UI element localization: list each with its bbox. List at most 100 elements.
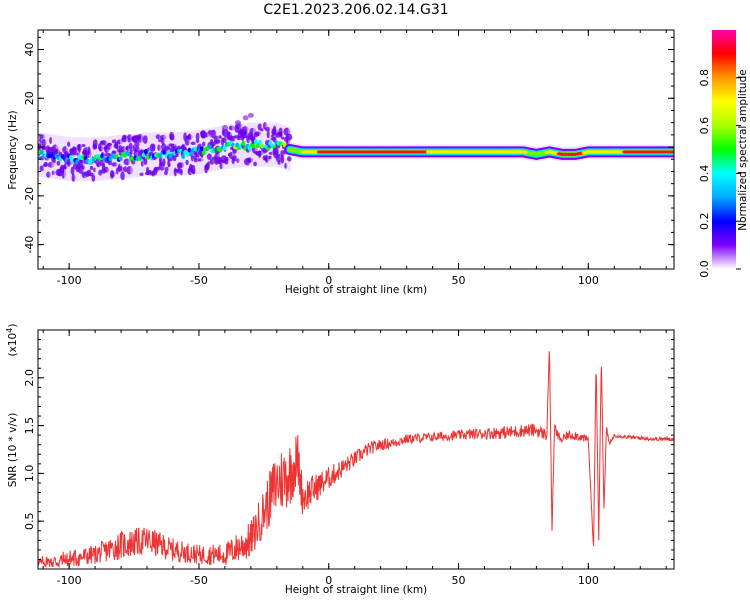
snr-series-line [38,351,674,569]
colorbar-tick-label: 0.8 [698,69,711,87]
spectrogram-trace-point [234,120,241,126]
spectrogram-noise-blob [162,158,166,167]
spectrogram-noise-blob [195,132,200,141]
snr-frame [37,329,675,570]
spectrogram-noise-blob [175,153,179,158]
snr-line-plot [38,351,674,569]
spectrogram-noise-blob [169,133,175,141]
spectrogram-peak-cell [668,150,674,154]
spectrogram-noise-blob [73,147,77,151]
spectrogram-x-tick-label: -100 [57,274,82,287]
snr-y-multiplier: (x104) [5,324,19,357]
spectrogram-noise-blob [143,158,148,165]
spectrogram-noise-blob [280,154,285,164]
spectrogram-noise-blob [58,151,63,156]
colorbar-tick-label: 0.0 [698,260,711,278]
colorbar-gradient [712,30,736,269]
spectrogram-trace-point [221,125,228,131]
spectrogram-noise-blob [43,161,49,167]
spectrogram-panel: -100 -50 0 50 100 -40 -20 0 20 40 Height of strai… [7,29,675,296]
spectrogram-noise-blob [81,143,86,147]
spectrogram-noise-blob [89,165,94,170]
colorbar: 0.0 0.2 0.4 0.6 0.8 Normalized spectral ampl… [698,30,749,278]
spectrogram-noise-blob [253,161,257,167]
spectrogram-peak-cell [522,150,528,154]
spectrogram-noise-blob [285,133,293,141]
spectrogram-noise-blob [190,141,197,146]
spectrogram-halo-cell [273,122,277,167]
snr-x-tick-label: -100 [57,574,82,587]
spectrogram-noise-blob [195,139,200,143]
spectrogram-noise-blob [281,136,285,140]
spectrogram-noise-blob [260,128,264,132]
colorbar-tick-label: 0.6 [698,117,711,135]
snr-y-tick-label: 2.0 [23,369,36,387]
spectrogram-noise-blob [120,171,126,181]
spectrogram-halo-cell [117,135,121,179]
spectrogram-noise-blob [134,145,141,153]
spectrogram-noise-blob [287,156,292,162]
spectrogram-halo-cell [178,131,181,176]
spectrogram-ticks: -100 -50 0 50 100 -40 -20 0 20 40 [23,30,674,287]
colorbar-ticks: 0.0 0.2 0.4 0.6 0.8 [698,69,741,278]
snr-multiplier-prefix: (x10 [7,333,19,357]
spectrogram-y-axis-label: Frequency (Hz) [7,110,19,189]
spectrogram-x-axis-label: Height of straight line (km) [285,284,427,296]
spectrogram-trace-point [208,132,215,138]
spectrogram-noise-blob [113,143,119,149]
spectrogram-noise-blob [179,168,184,176]
spectrogram-noise-blob [134,141,141,147]
snr-x-tick-label: -50 [190,574,208,587]
spectrogram-halo-cell [263,122,266,167]
snr-y-tick-label: 1.5 [23,417,36,435]
spectrogram-noise-blob [231,155,238,162]
spectrogram-noise-blob [107,142,113,147]
spectrogram-trace-point [247,112,254,118]
spectrogram-heatmap [38,112,674,182]
spectrogram-noise-blob [227,131,231,136]
spectrogram-x-tick-label: -50 [190,274,208,287]
spectrogram-noise-blob [67,141,71,147]
spectrogram-x-tick-label: 0 [325,274,332,287]
spectrogram-noise-blob [41,138,47,147]
snr-y-tick-label: 1.0 [23,465,36,483]
spectrogram-noise-blob [49,137,53,144]
colorbar-label: Normalized spectral amplitude [737,69,749,230]
spectrogram-y-tick-label: 0 [23,144,36,151]
spectrogram-noise-blob [129,148,133,155]
spectrogram-noise-blob [277,131,284,138]
spectrogram-y-tick-label: -40 [23,236,36,254]
snr-x-tick-label: 50 [452,574,466,587]
spectrogram-noise-blob [264,126,271,132]
spectrogram-noise-blob [56,160,61,166]
spectrogram-x-tick-label: 100 [578,274,599,287]
snr-x-tick-label: 0 [325,574,332,587]
spectrogram-noise-blob [202,141,206,147]
spectrogram-x-tick-label: 50 [452,274,466,287]
spectrogram-noise-blob [67,158,71,167]
spectrogram-y-tick-label: -20 [23,187,36,205]
spectrogram-halo-cell [126,134,129,179]
spectrogram-noise-blob [272,136,277,143]
spectrogram-noise-blob [185,159,189,166]
spectrogram-halo-cell [279,124,283,169]
spectrogram-noise-blob [142,135,149,144]
spectrogram-noise-blob [158,138,162,143]
spectrogram-noise-blob [121,134,128,143]
spectrogram-noise-blob [280,150,284,157]
spectrogram-noise-blob [70,166,75,176]
spectrogram-noise-blob [81,165,85,170]
spectrogram-noise-blob [128,142,133,150]
snr-x-axis-label: Height of straight line (km) [285,584,427,596]
spectrogram-noise-blob [87,146,91,155]
spectrogram-noise-blob [164,171,168,176]
spectrogram-noise-blob [268,155,272,160]
spectrogram-halo-cell [228,124,231,169]
spectrogram-noise-blob [206,153,213,161]
figure-title: C2E1.2023.206.02.14.G31 [263,2,448,18]
spectrogram-noise-blob [209,158,215,165]
spectrogram-noise-blob [218,135,222,139]
spectrogram-noise-blob [61,165,68,170]
spectrogram-noise-blob [93,145,98,150]
